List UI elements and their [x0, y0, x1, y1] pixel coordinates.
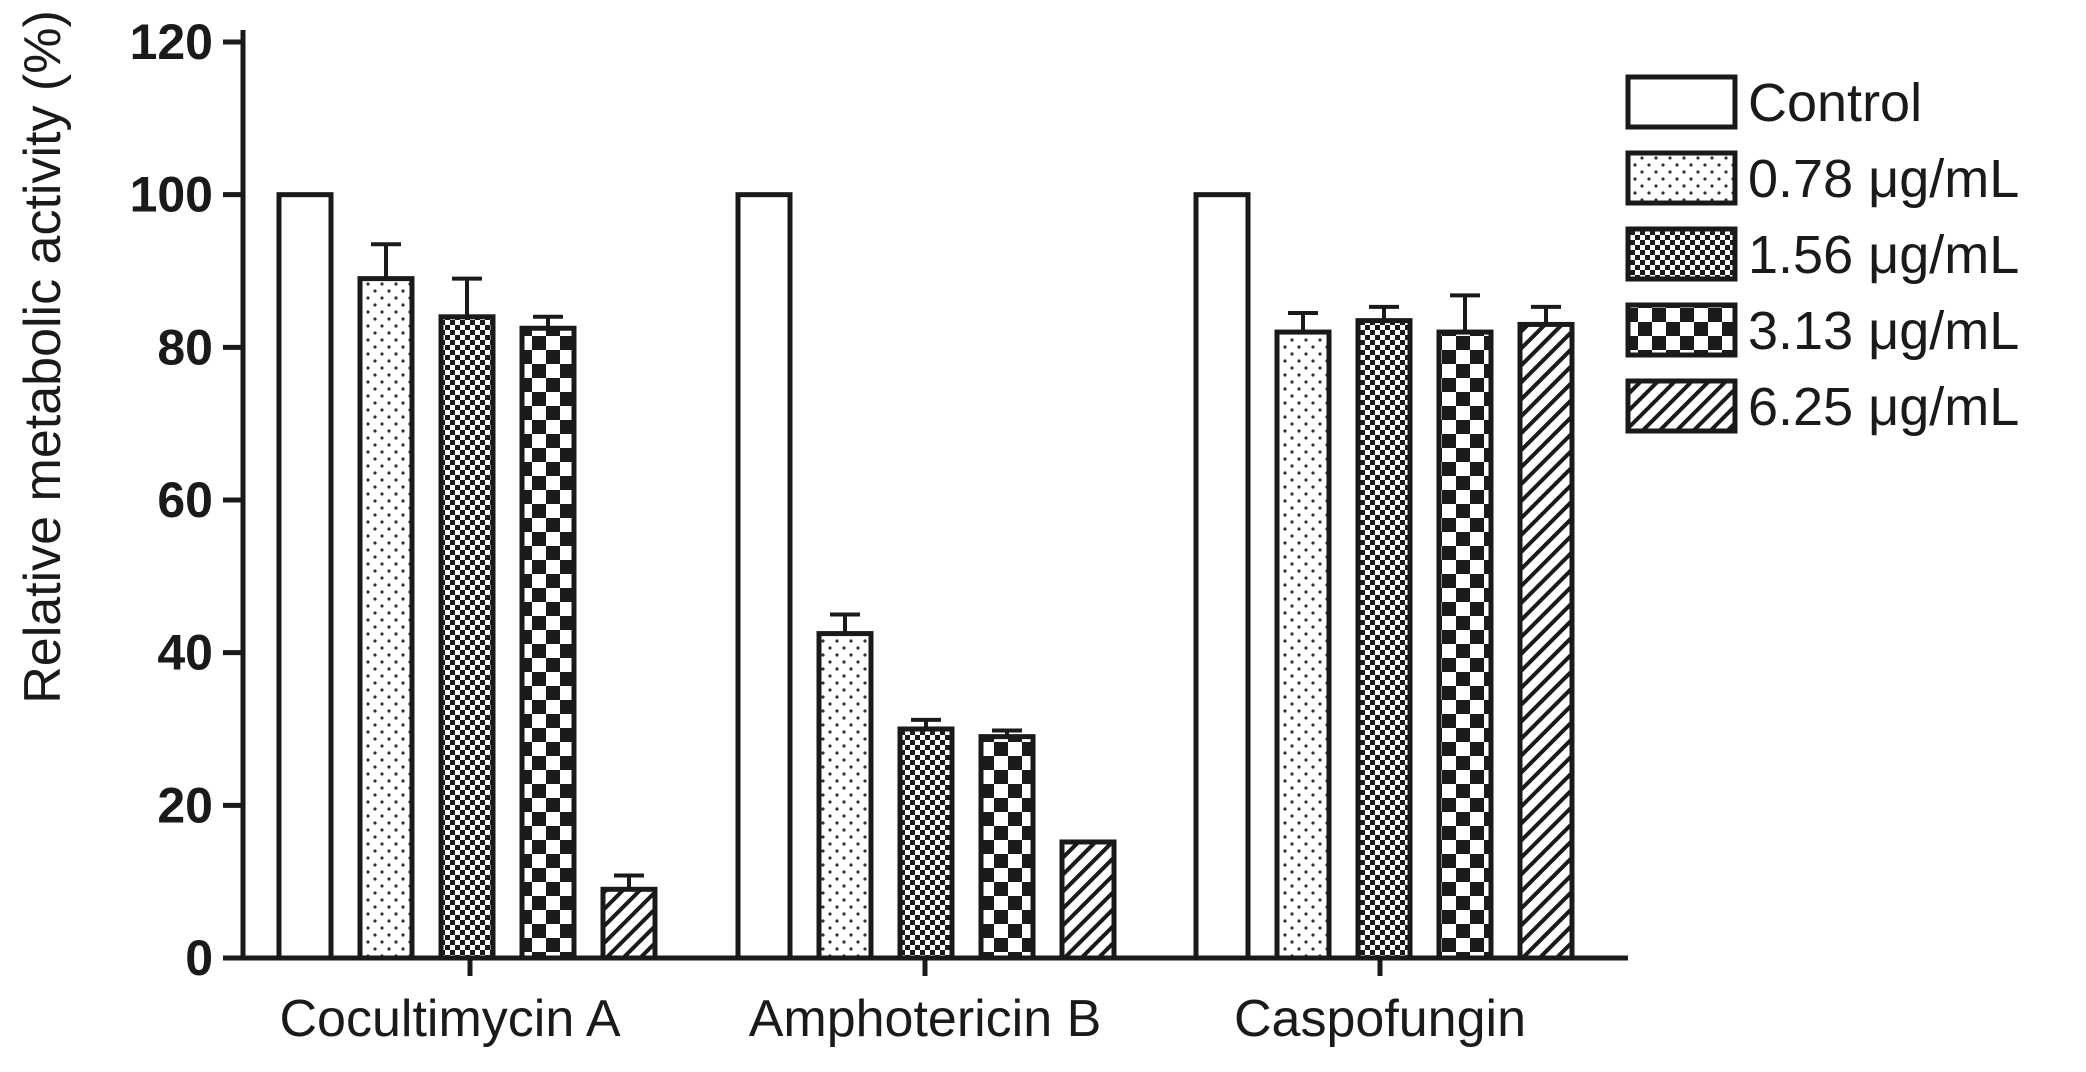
y-axis-ticks: 0 20 40 60 80 100 120 [130, 14, 243, 986]
x-category-label: Amphotericin B [749, 990, 1102, 1048]
x-category-label: Caspofungin [1234, 990, 1526, 1048]
x-category-label: Cocultimycin A [280, 990, 621, 1048]
bar-3-5 [1517, 321, 1575, 961]
legend-swatch [1625, 302, 1738, 358]
bar-3-3 [1355, 318, 1413, 961]
y-tick-label: 40 [157, 625, 213, 681]
legend-label: 3.13 μg/mL [1748, 301, 2019, 361]
legend-swatch [1625, 74, 1738, 130]
legend-label: 1.56 μg/mL [1748, 225, 2019, 285]
legend: Control 0.78 μg/mL 1.56 μg/mL 3.13 μg/mL 6.2… [1625, 73, 2019, 437]
bar-1-1 [276, 192, 334, 961]
bar-3-1 [1193, 192, 1251, 961]
y-tick-label: 100 [130, 167, 213, 223]
bar-1-5 [600, 886, 658, 961]
bar-1-2 [357, 276, 415, 961]
bars [276, 192, 1575, 961]
bar-2-1 [735, 192, 793, 961]
bar-2-3 [897, 726, 955, 961]
bar-2-5 [1059, 839, 1117, 961]
y-tick-label: 60 [157, 472, 213, 528]
bar-2-2 [816, 631, 874, 961]
bar-3-4 [1436, 329, 1494, 961]
legend-label: 0.78 μg/mL [1748, 149, 2019, 209]
y-axis-title: Relative metabolic activity (%) [14, 10, 72, 704]
y-tick-label: 120 [130, 14, 213, 70]
bar-2-4 [978, 734, 1036, 961]
x-axis-ticks: Cocultimycin A Amphotericin B Caspofungin [280, 958, 1526, 1048]
y-tick-label: 0 [185, 930, 213, 986]
legend-label: 6.25 μg/mL [1748, 377, 2019, 437]
y-tick-label: 20 [157, 777, 213, 833]
legend-swatch [1625, 378, 1738, 434]
bar-1-3 [438, 314, 496, 961]
y-tick-label: 80 [157, 319, 213, 375]
bar-3-2 [1274, 329, 1332, 961]
legend-label: Control [1748, 73, 1922, 133]
legend-swatch [1625, 150, 1738, 206]
legend-swatch [1625, 226, 1738, 282]
bar-1-4 [519, 325, 577, 961]
